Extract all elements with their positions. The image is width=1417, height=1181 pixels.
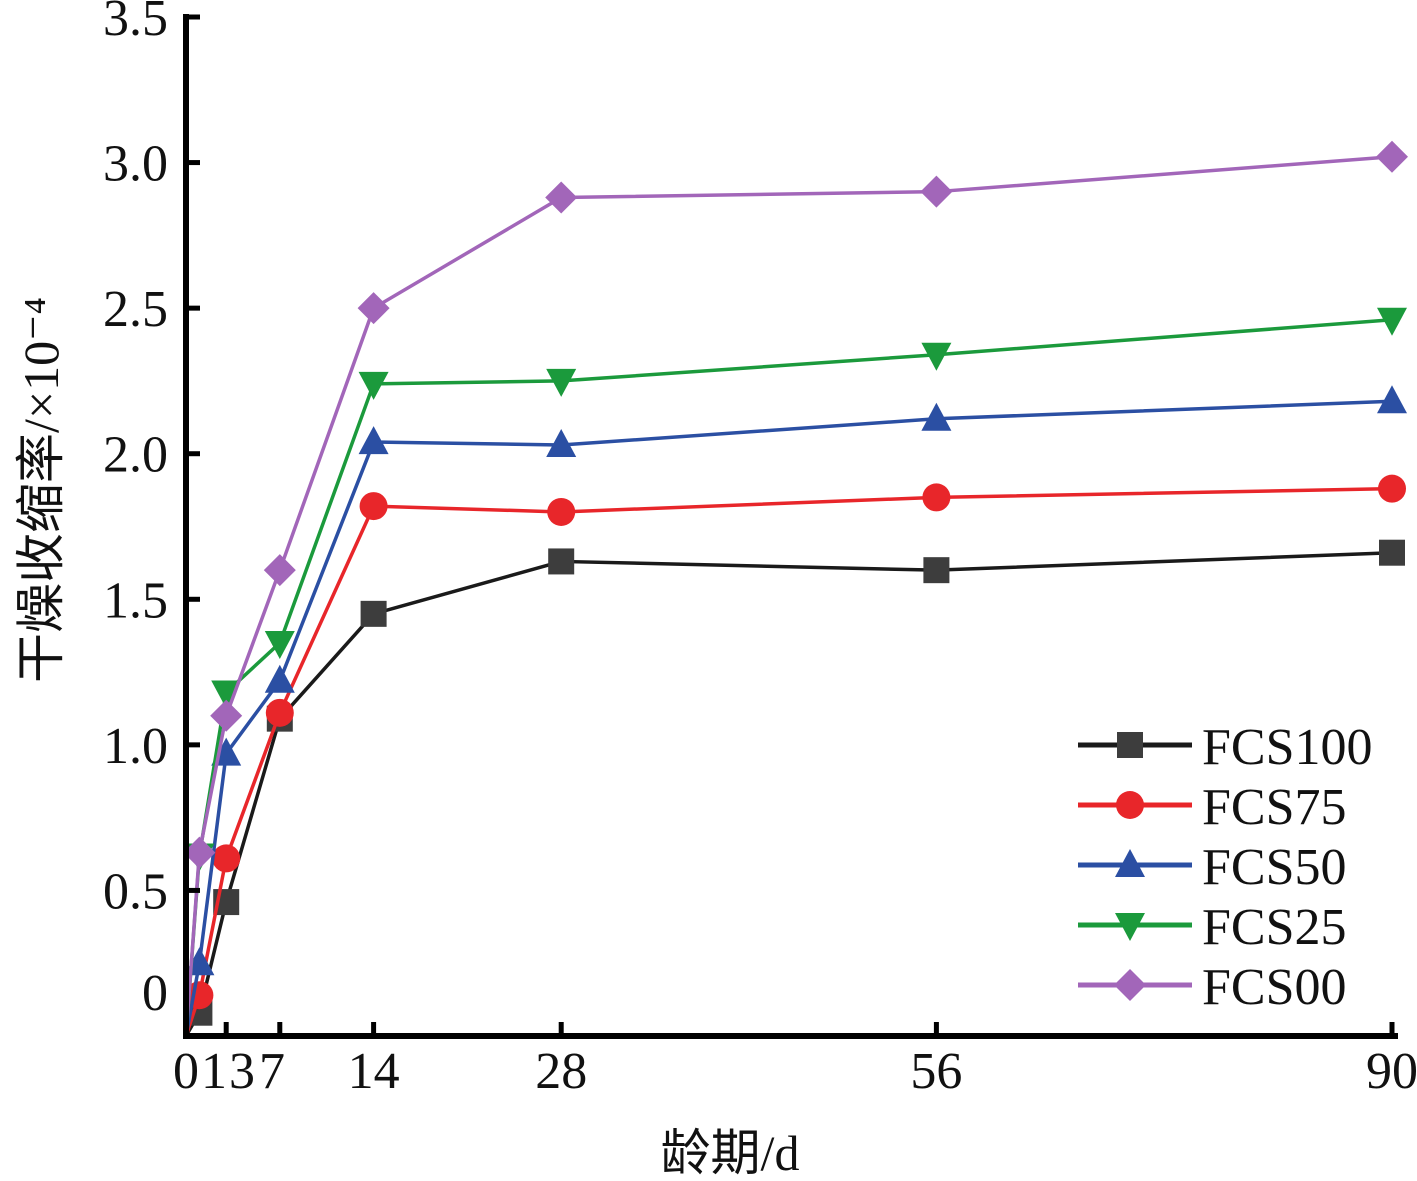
legend-marker [1115,913,1145,941]
data-point [210,699,243,732]
legend-marker [1117,732,1143,758]
ticks-layer: 0 0.5 1.0 1.5 2.0 2.5 3.0 3.5 0 1 3 7 14 28 56 90 [103,0,1417,1100]
y-tick-label: 2.5 [103,281,168,338]
series-fcs75 [184,474,1406,1037]
data-point [546,368,577,397]
x-tick-label: 14 [348,1043,400,1100]
data-point [1377,307,1407,336]
legend-label: FCS100 [1202,719,1373,776]
x-axis-title: 龄期/d [661,1125,800,1181]
legend-label: FCS50 [1202,839,1347,896]
y-tick-label: 2.0 [103,427,168,484]
data-point [358,426,389,455]
x-tick-label: 0 [173,1043,199,1100]
data-point [1376,140,1408,173]
legend-marker [1115,849,1145,877]
data-point [923,557,950,584]
series-layer [183,140,1408,1037]
data-point [212,844,241,873]
data-point [922,483,951,512]
data-point [359,492,388,521]
y-tick-label: 0.5 [103,863,168,920]
data-point [358,371,389,400]
legend-marker [1116,791,1144,819]
data-point [548,548,575,575]
series-line [184,155,1393,1037]
data-point [265,698,294,727]
legend-label: FCS75 [1202,779,1347,836]
legend-label: FCS25 [1202,899,1347,956]
legend-item-fcs25: FCS25 [1078,899,1347,956]
data-point [264,630,295,659]
series-fcs50 [184,385,1407,1037]
data-point [921,342,952,371]
legend-marker [1114,969,1146,1001]
y-tick-label: 3.0 [103,136,168,193]
data-point [546,428,577,457]
data-point [545,181,578,214]
y-tick-label: 0 [142,965,168,1022]
legend-item-fcs100: FCS100 [1078,719,1373,776]
legend-item-fcs00: FCS00 [1078,959,1347,1016]
y-axis-title: 干燥收缩率/×10⁻⁴ [13,297,69,683]
data-point [211,680,242,709]
data-point [360,600,387,627]
legend-item-fcs50: FCS50 [1078,839,1347,896]
y-tick-label: 1.0 [103,718,168,775]
x-tick-label: 3 [229,1043,255,1100]
data-point [1377,385,1407,414]
data-point [547,497,576,526]
legend-item-fcs75: FCS75 [1078,779,1347,836]
data-point [920,175,953,208]
x-tick-label: 90 [1366,1043,1417,1100]
series-line [184,399,1393,1037]
data-point [263,554,296,587]
x-tick-label: 7 [259,1043,285,1100]
series-fcs00 [183,140,1408,1037]
data-point [264,664,295,693]
data-point [357,292,390,325]
data-point [921,402,952,431]
x-tick-label: 1 [201,1043,227,1100]
y-tick-label: 1.5 [103,572,168,629]
legend-label: FCS00 [1202,959,1347,1016]
x-tick-label: 28 [535,1043,587,1100]
x-tick-label: 56 [910,1043,962,1100]
data-point [1378,474,1406,503]
data-point [1379,539,1405,566]
data-point [183,836,216,869]
y-tick-label: 3.5 [103,0,168,47]
